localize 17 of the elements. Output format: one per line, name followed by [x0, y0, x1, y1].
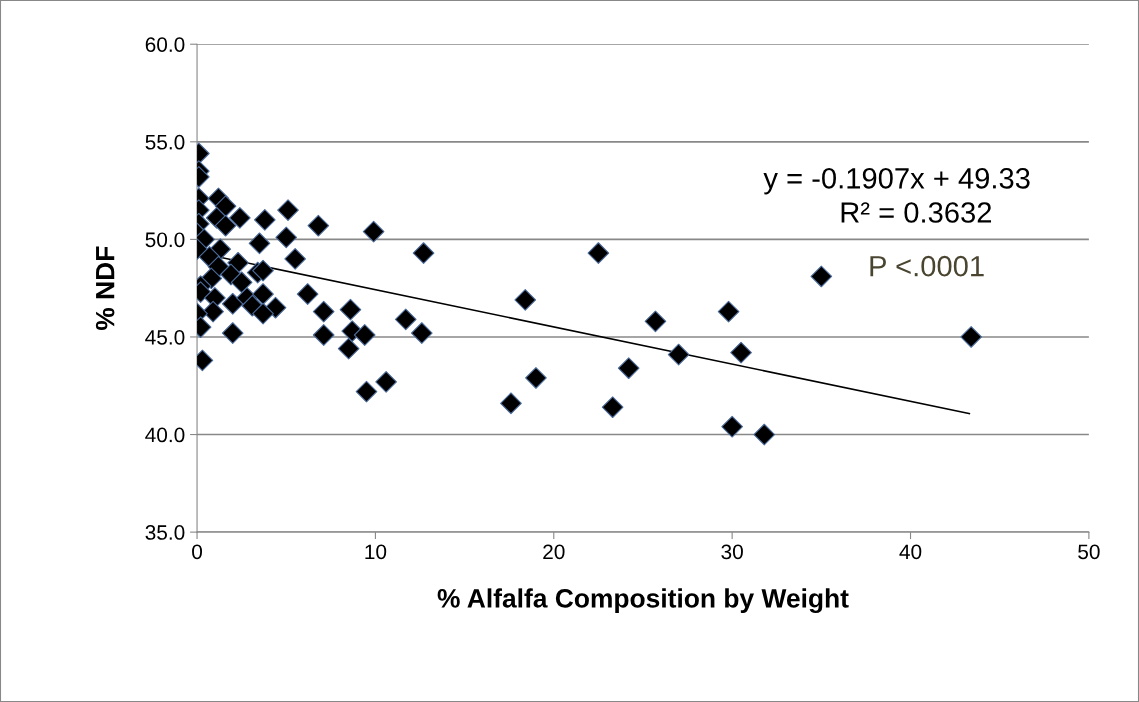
- y-tick-label: 50.0: [145, 232, 185, 248]
- y-tick-label: 60.0: [145, 37, 185, 52]
- x-axis-title: % Alfalfa Composition by Weight: [437, 588, 849, 614]
- y-tick-label: 40.0: [145, 427, 185, 443]
- y-axis-title: % NDF: [95, 246, 115, 331]
- x-tick-label: 50: [1078, 544, 1100, 560]
- x-tick-label: 10: [365, 544, 387, 560]
- x-tick-label: 40: [899, 544, 922, 560]
- annotation: R² = 0.3632: [841, 202, 992, 223]
- y-tick-label: 45.0: [145, 329, 185, 345]
- x-tick-label: 30: [721, 544, 743, 560]
- annotation: P <.0001: [870, 255, 984, 277]
- annotation: y = -0.1907x + 49.33: [763, 168, 1030, 195]
- x-tick-label: 0: [192, 544, 203, 560]
- y-tick-label: 55.0: [145, 134, 185, 150]
- y-tick-label: 35.0: [145, 525, 185, 540]
- x-tick-label: 20: [543, 544, 565, 560]
